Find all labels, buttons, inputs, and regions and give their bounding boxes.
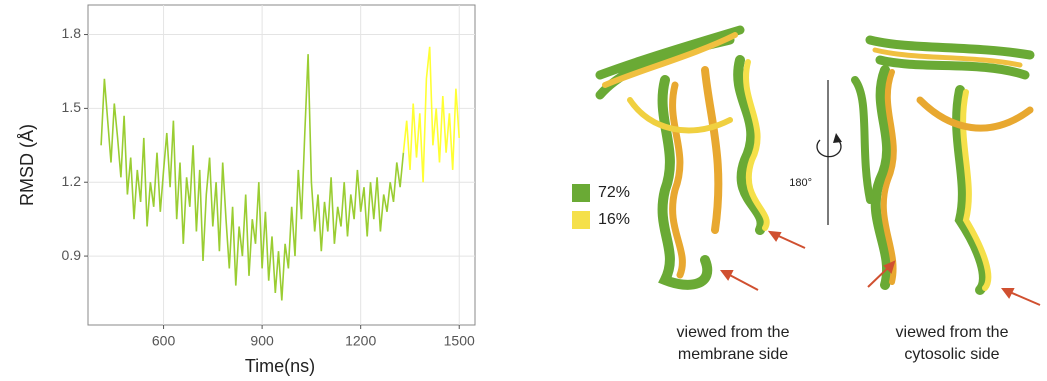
figure: RMSD (Å) Time(ns) 0.9 1.2 1.5 1.8 600 900 1200… (0, 0, 1047, 381)
rotation-arrowhead (833, 133, 842, 143)
plot-panel (88, 5, 475, 325)
x-tick-label: 1500 (444, 333, 475, 349)
rmsd-chart: RMSD (Å) Time(ns) 0.9 1.2 1.5 1.8 600 900 1200… (0, 0, 490, 381)
structure-panel: 180° 72% 16% viewed from the membrane side… (490, 0, 1047, 381)
x-tick-label: 600 (152, 333, 176, 349)
legend-swatch (572, 211, 590, 229)
y-tick-label: 0.9 (62, 247, 82, 263)
y-axis-label: RMSD (Å) (17, 124, 37, 206)
y-tick-label: 1.2 (62, 173, 82, 189)
caption: membrane side (678, 346, 788, 363)
rotation-label: 180° (789, 177, 812, 189)
caption: cytosolic side (904, 346, 999, 363)
legend-label: 72% (598, 184, 630, 201)
x-tick-label: 900 (250, 333, 274, 349)
protein-cytosolic-view (855, 40, 1030, 290)
y-tick-label: 1.5 (62, 99, 82, 115)
legend-label: 16% (598, 211, 630, 228)
caption: viewed from the (896, 324, 1009, 341)
y-tick-label: 1.8 (62, 25, 82, 41)
legend-swatch (572, 184, 590, 202)
caption: viewed from the (677, 324, 790, 341)
x-tick-label: 1200 (345, 333, 376, 349)
protein-membrane-view (600, 30, 767, 285)
x-axis-label: Time(ns) (245, 356, 315, 376)
